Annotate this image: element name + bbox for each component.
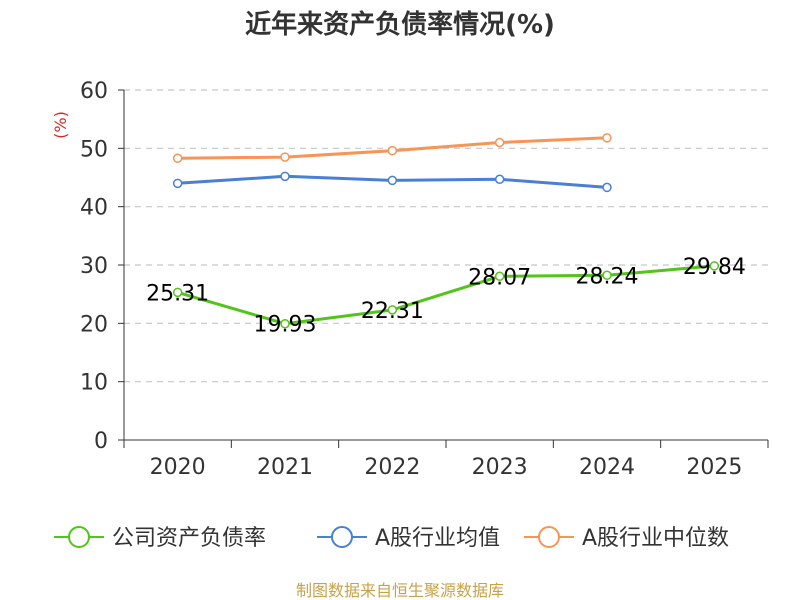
x-tick-label: 2024 xyxy=(579,455,635,480)
legend-label: 公司资产负债率 xyxy=(112,526,266,551)
data-labels: 25.31 19.93 22.31 28.07 28.24 29.84 xyxy=(146,255,746,338)
data-point xyxy=(172,287,183,298)
x-tick-label: 2022 xyxy=(364,455,420,480)
y-tick-label: 20 xyxy=(80,312,108,337)
data-point xyxy=(494,137,505,148)
data-point xyxy=(172,178,183,189)
data-point xyxy=(280,318,290,329)
data-label: 28.24 xyxy=(576,264,639,289)
y-tick-label: 30 xyxy=(80,254,108,279)
chart-title: 近年来资产负债率情况(%) xyxy=(245,9,555,40)
grid-lines xyxy=(124,89,768,383)
y-tick-label: 40 xyxy=(80,196,108,221)
legend-label: A股行业中位数 xyxy=(582,526,729,551)
axes: 0 10 20 30 40 50 60 2020 2021 2022 2023 2024 2025 xyxy=(80,79,769,480)
data-point xyxy=(280,171,290,182)
data-point xyxy=(709,261,720,271)
data-label: 28.07 xyxy=(468,265,531,290)
source-note: 制图数据来自恒生聚源数据库 xyxy=(296,581,504,600)
y-tick-label: 60 xyxy=(80,79,108,104)
x-tick-label: 2023 xyxy=(472,455,528,480)
legend-marker-icon xyxy=(331,526,353,548)
x-tick-label: 2021 xyxy=(257,455,313,480)
data-point xyxy=(494,271,505,282)
legend-label: A股行业均值 xyxy=(375,526,500,551)
y-tick-label: 0 xyxy=(94,429,108,454)
series-line xyxy=(176,264,716,326)
data-point xyxy=(602,182,612,193)
y-tick-label: 50 xyxy=(80,137,108,162)
x-tick-label: 2020 xyxy=(150,455,206,480)
y-tick-label: 10 xyxy=(80,371,108,396)
y-axis-label: (%) xyxy=(51,111,70,139)
data-point xyxy=(280,152,290,162)
data-point xyxy=(494,174,505,184)
data-label: 29.84 xyxy=(683,255,746,280)
data-label: 22.31 xyxy=(361,299,424,324)
data-point xyxy=(602,270,612,281)
series-layer xyxy=(172,133,720,329)
legend: 公司资产负债率 A股行业均值 A股行业中位数 xyxy=(54,526,729,551)
data-point xyxy=(387,305,398,315)
legend-marker-icon xyxy=(68,526,90,548)
data-point xyxy=(387,175,398,186)
data-point xyxy=(172,153,183,163)
data-label: 25.31 xyxy=(146,281,209,306)
data-label: 19.93 xyxy=(254,313,317,338)
legend-marker-icon xyxy=(538,526,560,548)
x-tick-label: 2025 xyxy=(686,455,742,480)
data-point xyxy=(387,145,398,156)
data-point xyxy=(602,133,612,143)
